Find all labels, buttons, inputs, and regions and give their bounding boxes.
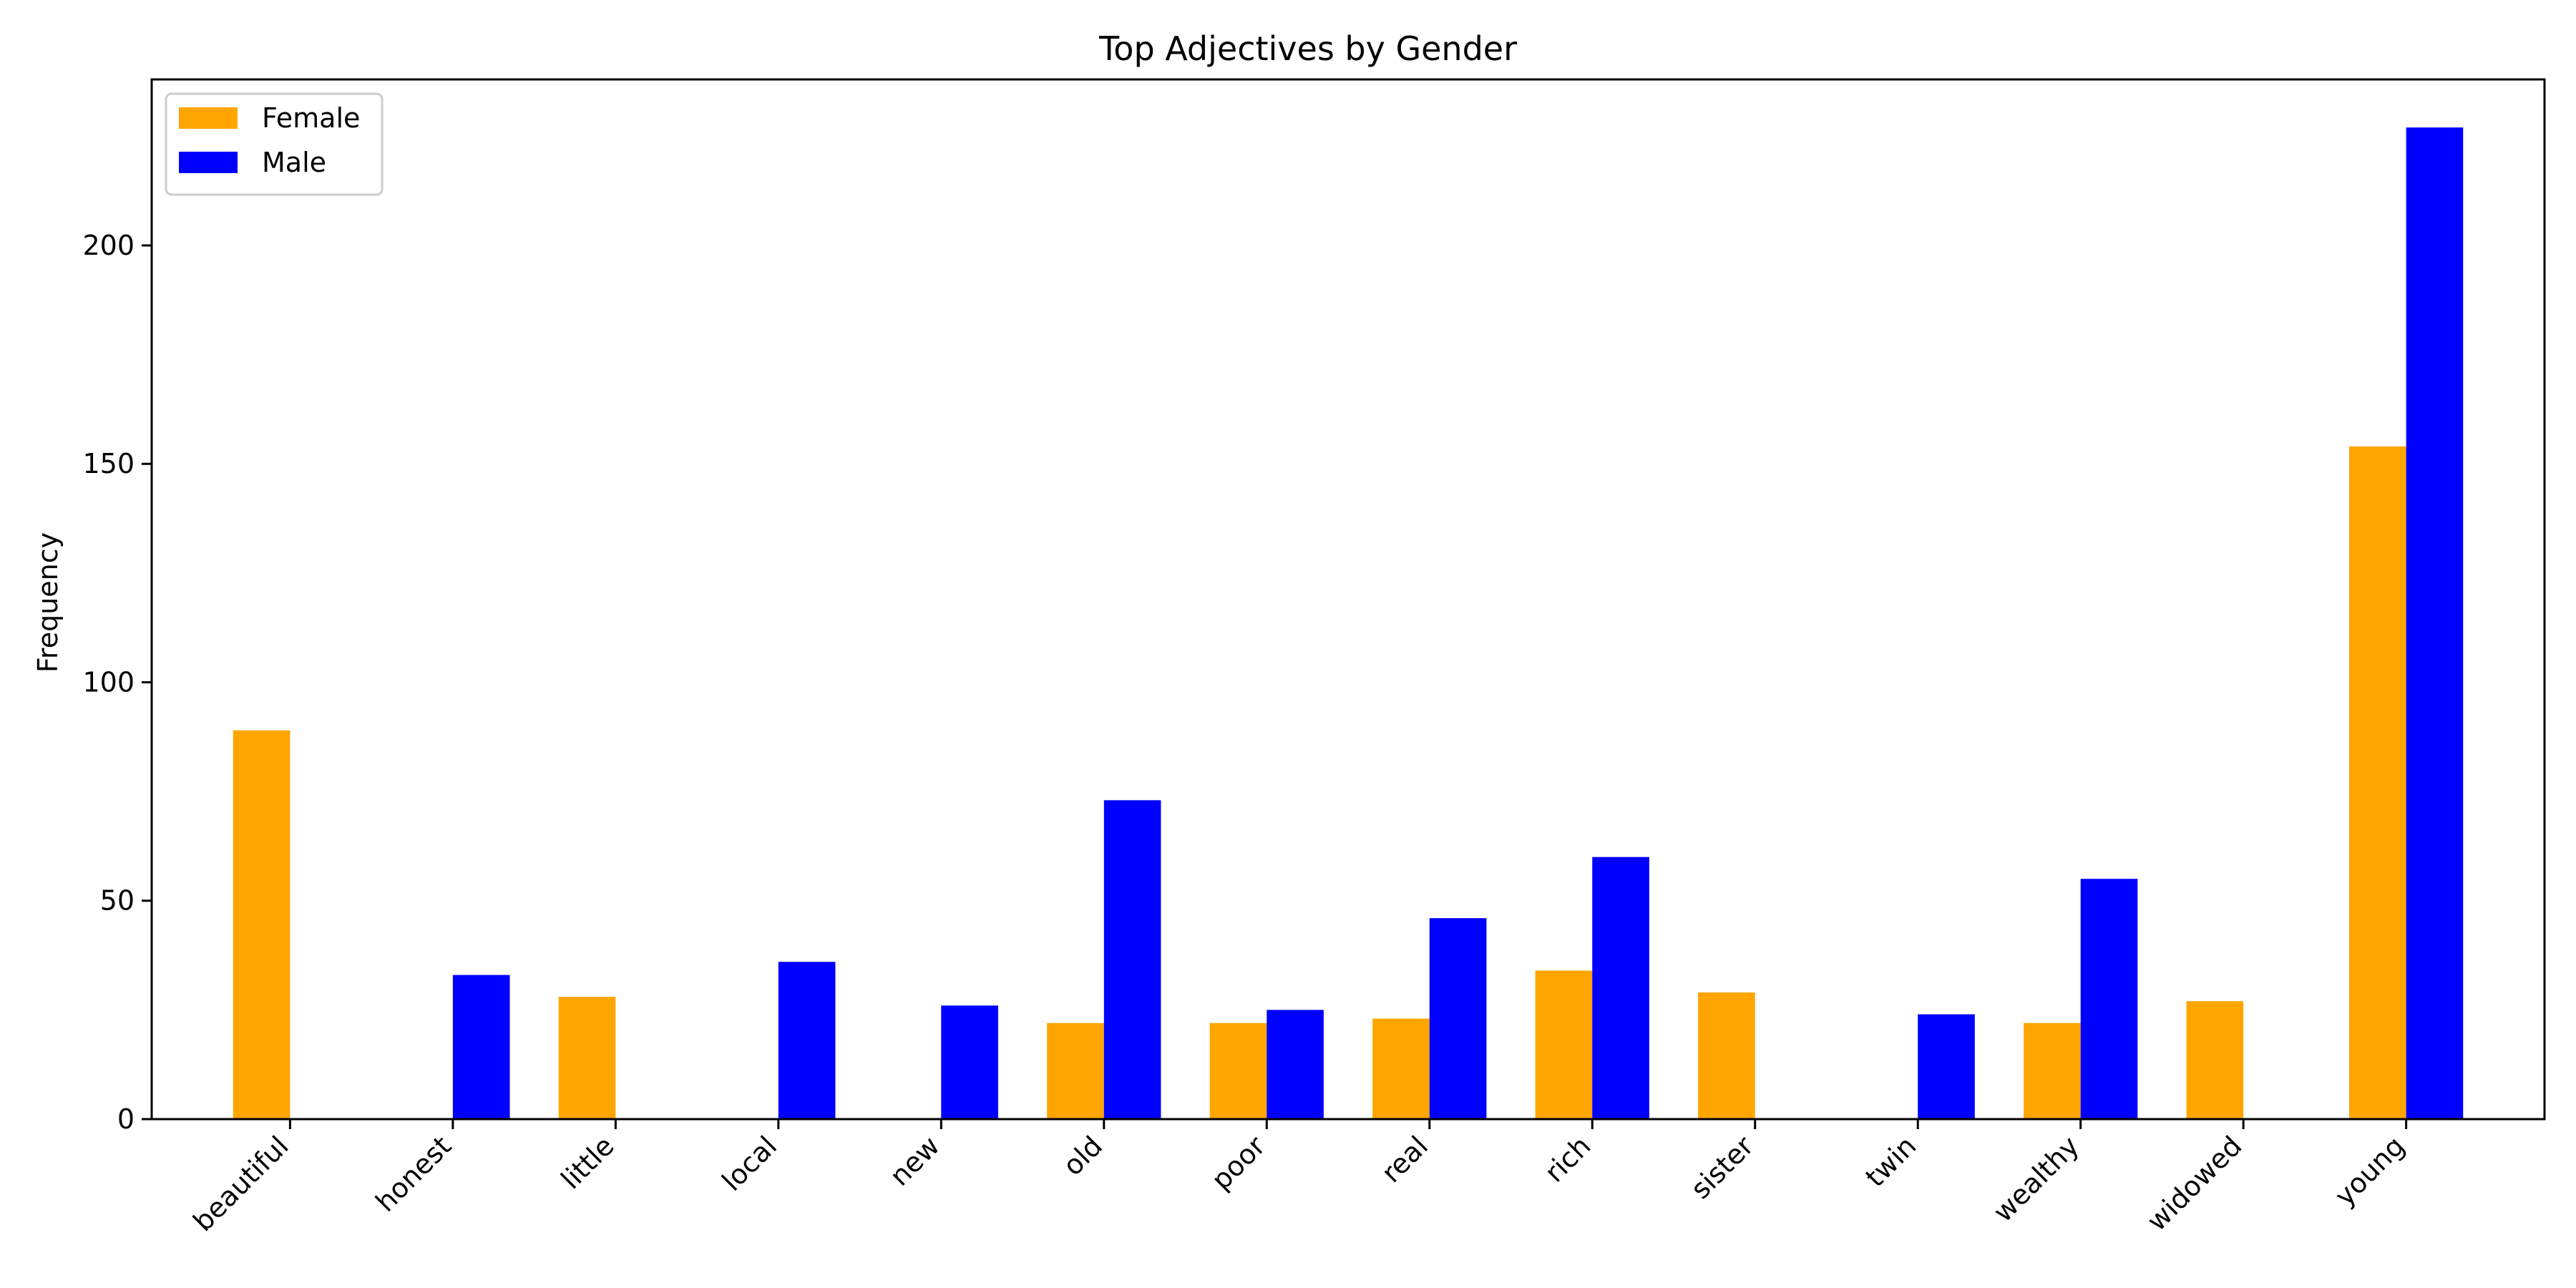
- x-tick-label: beautiful: [187, 1130, 295, 1237]
- bar-female-rich: [1535, 970, 1593, 1119]
- bars-group: [233, 127, 2464, 1119]
- bar-male-young: [2406, 127, 2464, 1119]
- x-tick-label: widowed: [2141, 1130, 2248, 1237]
- chart-title: Top Adjectives by Gender: [1098, 29, 1517, 68]
- bar-male-real: [1429, 918, 1487, 1119]
- x-tick-label: sister: [1684, 1130, 1760, 1205]
- x-tick-label: little: [555, 1130, 620, 1195]
- bar-female-beautiful: [233, 730, 291, 1119]
- bar-male-local: [778, 962, 836, 1119]
- legend: Female Male: [165, 92, 384, 196]
- bar-female-old: [1047, 1023, 1104, 1119]
- x-tick-label: twin: [1859, 1130, 1922, 1193]
- bar-male-wealthy: [2080, 879, 2138, 1119]
- y-tick-label: 150: [82, 448, 135, 479]
- bar-male-old: [1103, 800, 1161, 1119]
- x-tick-label: poor: [1206, 1130, 1272, 1196]
- y-ticks-group: 0 50 100 150 200: [82, 230, 152, 1135]
- bar-female-real: [1372, 1018, 1430, 1119]
- legend-label-male: Male: [262, 147, 326, 178]
- x-ticks-group: beautiful honest little local new old poor real…: [187, 1119, 2411, 1237]
- x-tick-label: honest: [370, 1130, 458, 1218]
- legend-label-female: Female: [262, 102, 360, 134]
- y-tick-label: 200: [82, 230, 135, 261]
- bar-male-twin: [1918, 1014, 1975, 1119]
- bar-male-new: [941, 1005, 998, 1119]
- legend-swatch-male: [179, 152, 238, 173]
- bar-female-young: [2349, 446, 2406, 1119]
- bar-female-little: [558, 997, 616, 1119]
- plot-frame: [150, 78, 2546, 1121]
- x-tick-label: old: [1057, 1130, 1108, 1181]
- bar-female-wealthy: [2024, 1023, 2081, 1119]
- x-tick-label: real: [1375, 1130, 1434, 1189]
- x-tick-label: young: [2328, 1130, 2411, 1212]
- x-tick-label: new: [884, 1130, 946, 1192]
- x-tick-label: wealthy: [1987, 1130, 2085, 1228]
- bar-male-honest: [452, 975, 510, 1119]
- legend-swatch-female: [179, 107, 238, 129]
- y-tick-label: 50: [100, 885, 135, 917]
- y-tick-label: 0: [117, 1103, 135, 1135]
- x-tick-label: local: [716, 1130, 783, 1197]
- bar-male-poor: [1267, 1010, 1324, 1119]
- y-tick-label: 100: [82, 666, 135, 698]
- bar-male-rich: [1592, 857, 1649, 1119]
- bar-female-widowed: [2186, 1001, 2244, 1119]
- y-axis-label: Frequency: [32, 532, 64, 673]
- bar-female-sister: [1698, 992, 1755, 1119]
- bar-female-poor: [1209, 1023, 1267, 1119]
- x-tick-label: rich: [1538, 1130, 1596, 1188]
